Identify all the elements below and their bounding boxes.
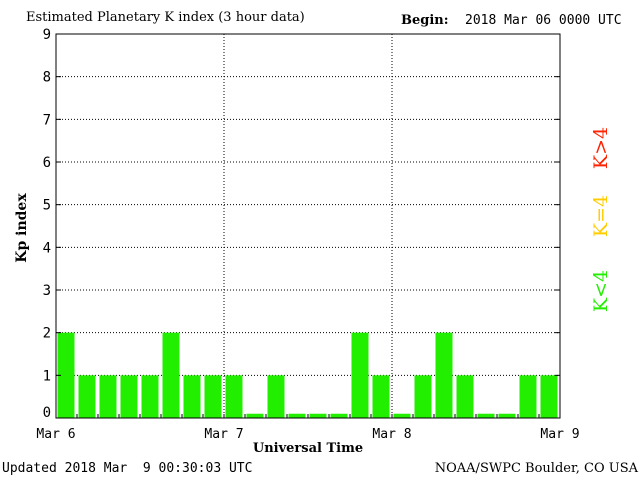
y-tick-label: 0 xyxy=(43,405,51,421)
plot-frame xyxy=(55,33,561,419)
kp-bar xyxy=(351,332,369,418)
y-tick-label: 8 xyxy=(43,70,51,86)
kp-bar xyxy=(309,413,327,418)
kp-bar xyxy=(99,375,117,418)
chart-title: Estimated Planetary K index (3 hour data… xyxy=(26,10,305,25)
bars xyxy=(57,332,558,418)
kp-bar xyxy=(246,413,264,418)
x-tick-label: Mar 6 xyxy=(36,427,75,442)
y-axis-label: Kp index xyxy=(14,193,30,263)
kp-bar xyxy=(330,413,348,418)
kp-bar xyxy=(540,375,558,418)
x-tick-label: Mar 7 xyxy=(204,427,243,442)
kp-bar xyxy=(78,375,96,418)
y-tick-label: 3 xyxy=(43,283,51,299)
kp-bar xyxy=(372,375,390,418)
legend-k-above-4: K>4 xyxy=(590,126,612,170)
kp-bar xyxy=(162,332,180,418)
y-tick-label: 4 xyxy=(43,240,51,256)
kp-bar xyxy=(183,375,201,418)
kp-bar xyxy=(414,375,432,418)
updated-timestamp: Updated 2018 Mar 9 00:30:03 UTC xyxy=(2,461,253,476)
tick-marks xyxy=(56,33,560,419)
kp-bar xyxy=(141,375,159,418)
legend-k-equal-4: K=4 xyxy=(590,194,612,238)
x-tick-label: Mar 8 xyxy=(372,427,411,442)
kp-bar xyxy=(393,413,411,418)
y-tick-label: 9 xyxy=(43,27,51,43)
y-tick-label: 2 xyxy=(43,326,51,342)
kp-bar xyxy=(477,413,495,418)
legend-k-below-4: K<4 xyxy=(590,269,612,313)
y-tick-label: 1 xyxy=(43,368,51,384)
kp-bar xyxy=(267,375,285,418)
kp-bar xyxy=(57,332,75,418)
grid-lines xyxy=(56,34,560,418)
credit-text: NOAA/SWPC Boulder, CO USA xyxy=(434,461,638,476)
y-tick-label: 7 xyxy=(43,112,51,128)
kp-bar xyxy=(288,413,306,418)
kp-bar xyxy=(120,375,138,418)
x-tick-labels: Mar 6 Mar 7 Mar 8 Mar 9 xyxy=(36,427,579,442)
begin-label: Begin: xyxy=(401,13,449,28)
y-tick-labels: 0 1 2 3 4 5 6 7 8 9 xyxy=(43,27,51,421)
begin-value: 2018 Mar 06 0000 UTC xyxy=(465,13,622,28)
x-tick-label: Mar 9 xyxy=(540,427,579,442)
y-tick-label: 5 xyxy=(43,198,51,214)
kp-bar xyxy=(225,375,243,418)
y-tick-label: 6 xyxy=(43,155,51,171)
kp-bar xyxy=(204,375,222,418)
kp-bar xyxy=(498,413,516,418)
x-axis-label: Universal Time xyxy=(252,441,364,456)
kp-bar xyxy=(435,332,453,418)
kp-bar xyxy=(519,375,537,418)
kp-bar xyxy=(456,375,474,418)
